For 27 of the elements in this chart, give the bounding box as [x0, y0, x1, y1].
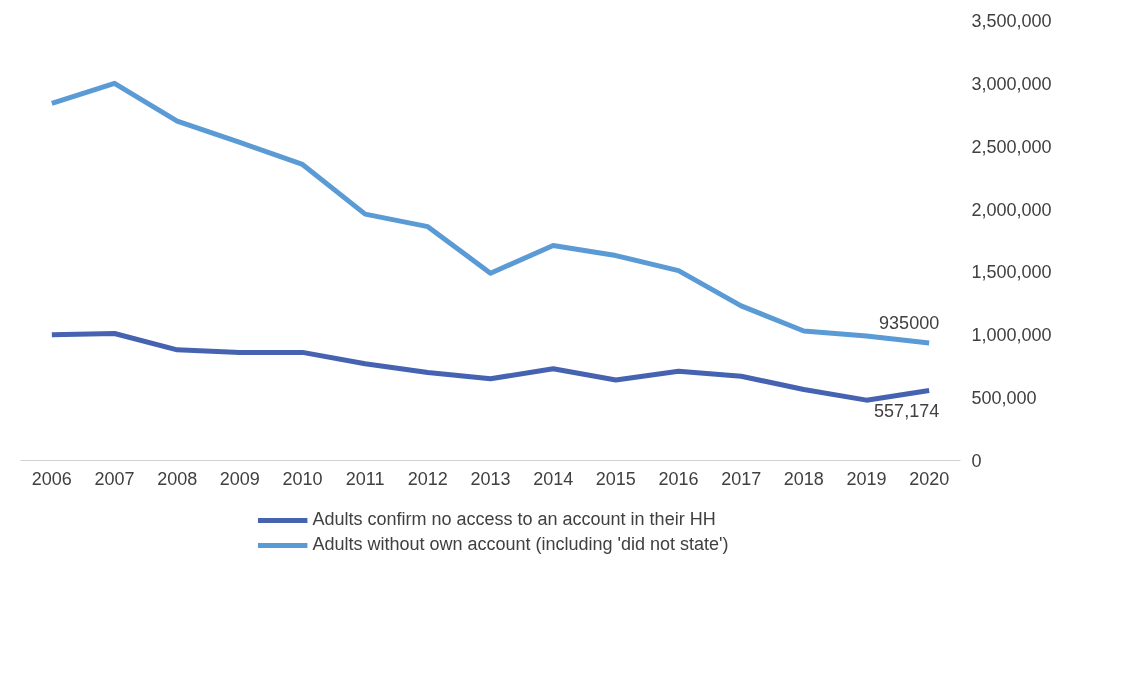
y-tick-label: 3,500,000 [971, 11, 1052, 31]
x-tick-label: 2006 [31, 468, 72, 489]
x-tick-label: 2017 [721, 468, 762, 489]
legend-label: Adults without own account (including 'did not state') [312, 534, 729, 555]
x-tick-label: 2012 [407, 468, 448, 489]
data-label: 935000 [879, 312, 940, 333]
x-tick-label: 2019 [846, 468, 887, 489]
x-tick-label: 2018 [783, 468, 824, 489]
x-tick-label: 2013 [470, 468, 511, 489]
y-tick-label: 3,000,000 [971, 73, 1052, 94]
legend-label: Adults confirm no access to an account in their HH [312, 509, 716, 530]
y-tick-label: 500,000 [971, 388, 1037, 409]
y-tick-label: 1,500,000 [971, 262, 1052, 283]
y-tick-label: 1,000,000 [971, 325, 1052, 346]
x-tick-label: 2014 [533, 468, 574, 489]
x-tick-label: 2011 [345, 468, 385, 489]
x-tick-label: 2007 [94, 468, 135, 489]
x-tick-label: 2016 [658, 468, 699, 489]
y-tick-label: 0 [971, 451, 982, 471]
data-label: 557,174 [874, 401, 940, 422]
y-tick-label: 2,500,000 [971, 136, 1052, 157]
x-tick-label: 2010 [282, 468, 323, 489]
x-tick-label: 2015 [595, 468, 636, 489]
x-tick-label: 2020 [909, 468, 950, 489]
x-tick-label: 2008 [157, 468, 198, 489]
x-tick-label: 2009 [219, 468, 260, 489]
y-tick-label: 2,000,000 [971, 199, 1052, 220]
